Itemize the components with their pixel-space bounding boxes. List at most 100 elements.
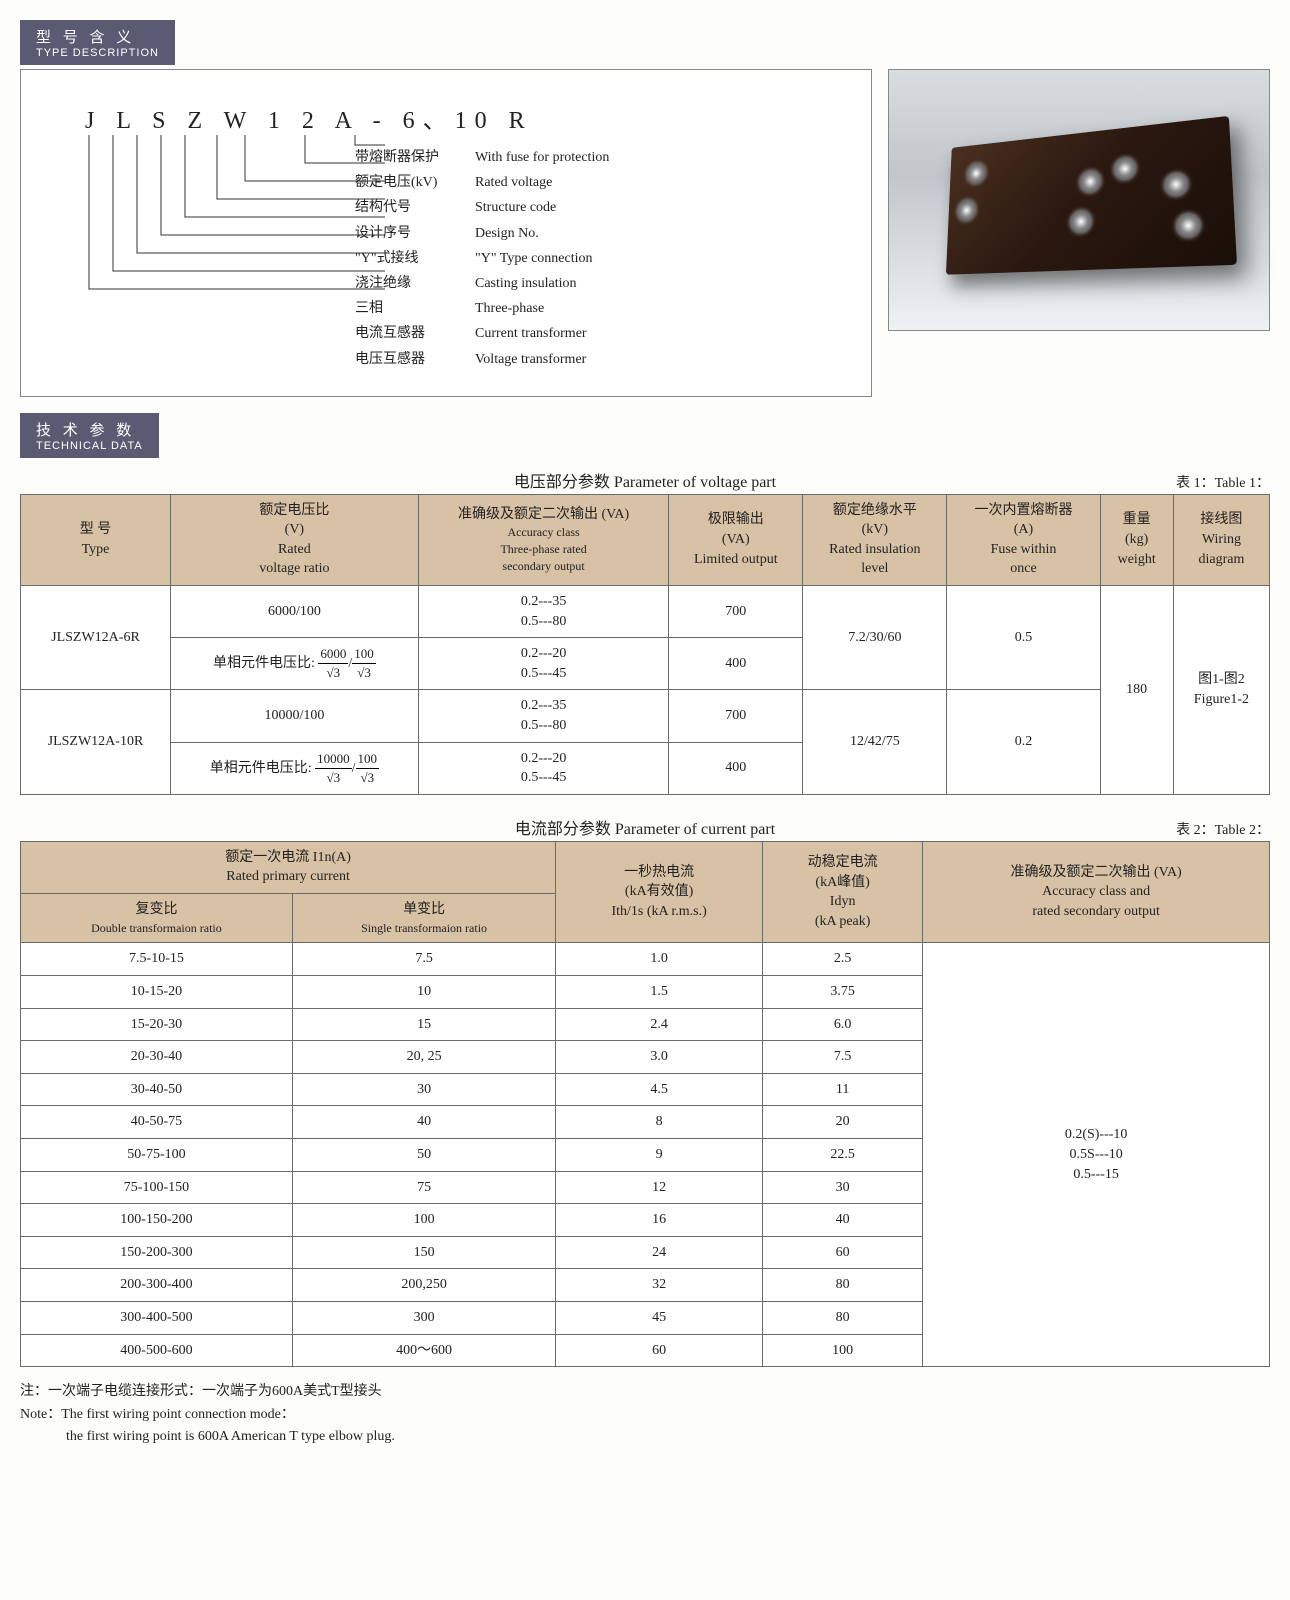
note-cn: 注：一次端子电缆连接形式：一次端子为600A美式T型接头 (20, 1381, 1270, 1403)
col-idyn: 动稳定电流 (kA峰值) Idyn(kA peak) (763, 841, 923, 943)
desc-row: 电压互感器Voltage transformer (355, 347, 609, 372)
accuracy-cell: 0.2---20 0.5---45 (418, 638, 669, 690)
single-cell: 100 (292, 1204, 555, 1237)
table-header-row: 额定一次电流 I1n(A)Rated primary current 一秒热电流… (21, 841, 1270, 893)
insulation-cell: 12/42/75 (803, 690, 947, 794)
col-insulation: 额定绝缘水平 (kV)Rated insulation level (803, 494, 947, 585)
idyn-cell: 2.5 (763, 943, 923, 976)
accuracy-merged-cell: 0.2(S)---10 0.5S---10 0.5---15 (923, 943, 1270, 1367)
note-en1: Note：The first wiring point connection m… (20, 1404, 1270, 1426)
col-fuse: 一次内置熔断器 (A)Fuse within once (947, 494, 1100, 585)
ith-cell: 12 (556, 1171, 763, 1204)
type-cell: JLSZW12A-6R (21, 586, 171, 690)
ith-cell: 4.5 (556, 1073, 763, 1106)
single-cell: 400～600 (292, 1334, 555, 1367)
col-ith: 一秒热电流 (kA有效值)Ith/1s (kA r.m.s.) (556, 841, 763, 943)
col-accuracy2: 准确级及额定二次输出 (VA)Accuracy class and rated … (923, 841, 1270, 943)
tech-title-cn: 技 术 参 数 (36, 423, 135, 439)
table-header-row: 型 号Type 额定电压比 (V)Rated voltage ratio 准确级… (21, 494, 1270, 585)
wiring-cell: 图1-图2 Figure1-2 (1173, 586, 1269, 795)
ith-cell: 24 (556, 1236, 763, 1269)
idyn-cell: 30 (763, 1171, 923, 1204)
ith-cell: 60 (556, 1334, 763, 1367)
double-cell: 10-15-20 (21, 975, 293, 1008)
ith-cell: 1.5 (556, 975, 763, 1008)
single-cell: 300 (292, 1301, 555, 1334)
accuracy-cell: 0.2---35 0.5---80 (418, 586, 669, 638)
single-cell: 10 (292, 975, 555, 1008)
product-image (888, 69, 1270, 331)
weight-cell: 180 (1100, 586, 1173, 795)
accuracy-cell: 0.2---35 0.5---80 (418, 690, 669, 742)
note-block: 注：一次端子电缆连接形式：一次端子为600A美式T型接头 Note：The fi… (20, 1381, 1270, 1448)
table-row: 7.5-10-157.51.02.50.2(S)---10 0.5S---10 … (21, 943, 1270, 976)
single-cell: 15 (292, 1008, 555, 1041)
type-bracket-lines (85, 135, 645, 335)
single-cell: 7.5 (292, 943, 555, 976)
idyn-cell: 11 (763, 1073, 923, 1106)
ratio-cell: 10000/100 (170, 690, 418, 742)
double-cell: 7.5-10-15 (21, 943, 293, 976)
note-en2: the first wiring point is 600A American … (20, 1426, 1270, 1448)
col-weight: 重量 (kg)weight (1100, 494, 1173, 585)
ith-cell: 2.4 (556, 1008, 763, 1041)
type-description-box: J L S Z W 1 2 A - 6、10 R 带熔断器保护With fuse… (20, 69, 872, 397)
idyn-cell: 60 (763, 1236, 923, 1269)
double-cell: 40-50-75 (21, 1106, 293, 1139)
col-primary: 额定一次电流 I1n(A)Rated primary current (21, 841, 556, 893)
col-double: 复变比Double transformaion ratio (21, 894, 293, 943)
ratio-cell-frac: 单相元件电压比: 10000√3/100√3 (170, 742, 418, 794)
idyn-cell: 100 (763, 1334, 923, 1367)
type-cell: JLSZW12A-10R (21, 690, 171, 794)
limited-cell: 700 (669, 586, 803, 638)
col-limited: 极限输出 (VA)Limited output (669, 494, 803, 585)
ith-cell: 1.0 (556, 943, 763, 976)
table2-caption: 电流部分参数 Parameter of current part (180, 815, 1110, 839)
type-code: J L S Z W 1 2 A - 6、10 R (85, 100, 847, 135)
table1-label: 表 1：Table 1： (1110, 472, 1270, 492)
single-cell: 40 (292, 1106, 555, 1139)
ith-cell: 45 (556, 1301, 763, 1334)
table2-label: 表 2：Table 2： (1110, 819, 1270, 839)
top-area: J L S Z W 1 2 A - 6、10 R 带熔断器保护With fuse… (20, 69, 1270, 397)
col-single: 单变比Single transformaion ratio (292, 894, 555, 943)
accuracy-cell: 0.2---20 0.5---45 (418, 742, 669, 794)
double-cell: 20-30-40 (21, 1041, 293, 1074)
ith-cell: 9 (556, 1138, 763, 1171)
ith-cell: 8 (556, 1106, 763, 1139)
ratio-cell: 6000/100 (170, 586, 418, 638)
section-title-en: TYPE DESCRIPTION (36, 47, 159, 59)
ith-cell: 16 (556, 1204, 763, 1237)
fuse-cell: 0.2 (947, 690, 1100, 794)
table-row: JLSZW12A-10R 10000/100 0.2---35 0.5---80… (21, 690, 1270, 742)
idyn-cell: 3.75 (763, 975, 923, 1008)
product-device (946, 116, 1237, 275)
double-cell: 30-40-50 (21, 1073, 293, 1106)
idyn-cell: 20 (763, 1106, 923, 1139)
limited-cell: 400 (669, 742, 803, 794)
section-header-type: 型 号 含 义 TYPE DESCRIPTION (20, 20, 175, 65)
ith-cell: 32 (556, 1269, 763, 1302)
fuse-cell: 0.5 (947, 586, 1100, 690)
voltage-table: 型 号Type 额定电压比 (V)Rated voltage ratio 准确级… (20, 494, 1270, 795)
double-cell: 150-200-300 (21, 1236, 293, 1269)
double-cell: 15-20-30 (21, 1008, 293, 1041)
col-accuracy: 准确级及额定二次输出 (VA)Accuracy class Three-phas… (418, 494, 669, 585)
double-cell: 100-150-200 (21, 1204, 293, 1237)
col-type: 型 号Type (21, 494, 171, 585)
table-row: JLSZW12A-6R 6000/100 0.2---35 0.5---80 7… (21, 586, 1270, 638)
single-cell: 200,250 (292, 1269, 555, 1302)
col-ratio: 额定电压比 (V)Rated voltage ratio (170, 494, 418, 585)
double-cell: 200-300-400 (21, 1269, 293, 1302)
single-cell: 75 (292, 1171, 555, 1204)
single-cell: 20, 25 (292, 1041, 555, 1074)
single-cell: 50 (292, 1138, 555, 1171)
idyn-cell: 80 (763, 1301, 923, 1334)
idyn-cell: 80 (763, 1269, 923, 1302)
idyn-cell: 7.5 (763, 1041, 923, 1074)
section-header-tech: 技 术 参 数 TECHNICAL DATA (20, 413, 159, 458)
single-cell: 150 (292, 1236, 555, 1269)
section-title-cn: 型 号 含 义 (36, 30, 135, 46)
table1-caption: 电压部分参数 Parameter of voltage part (180, 468, 1110, 492)
double-cell: 300-400-500 (21, 1301, 293, 1334)
